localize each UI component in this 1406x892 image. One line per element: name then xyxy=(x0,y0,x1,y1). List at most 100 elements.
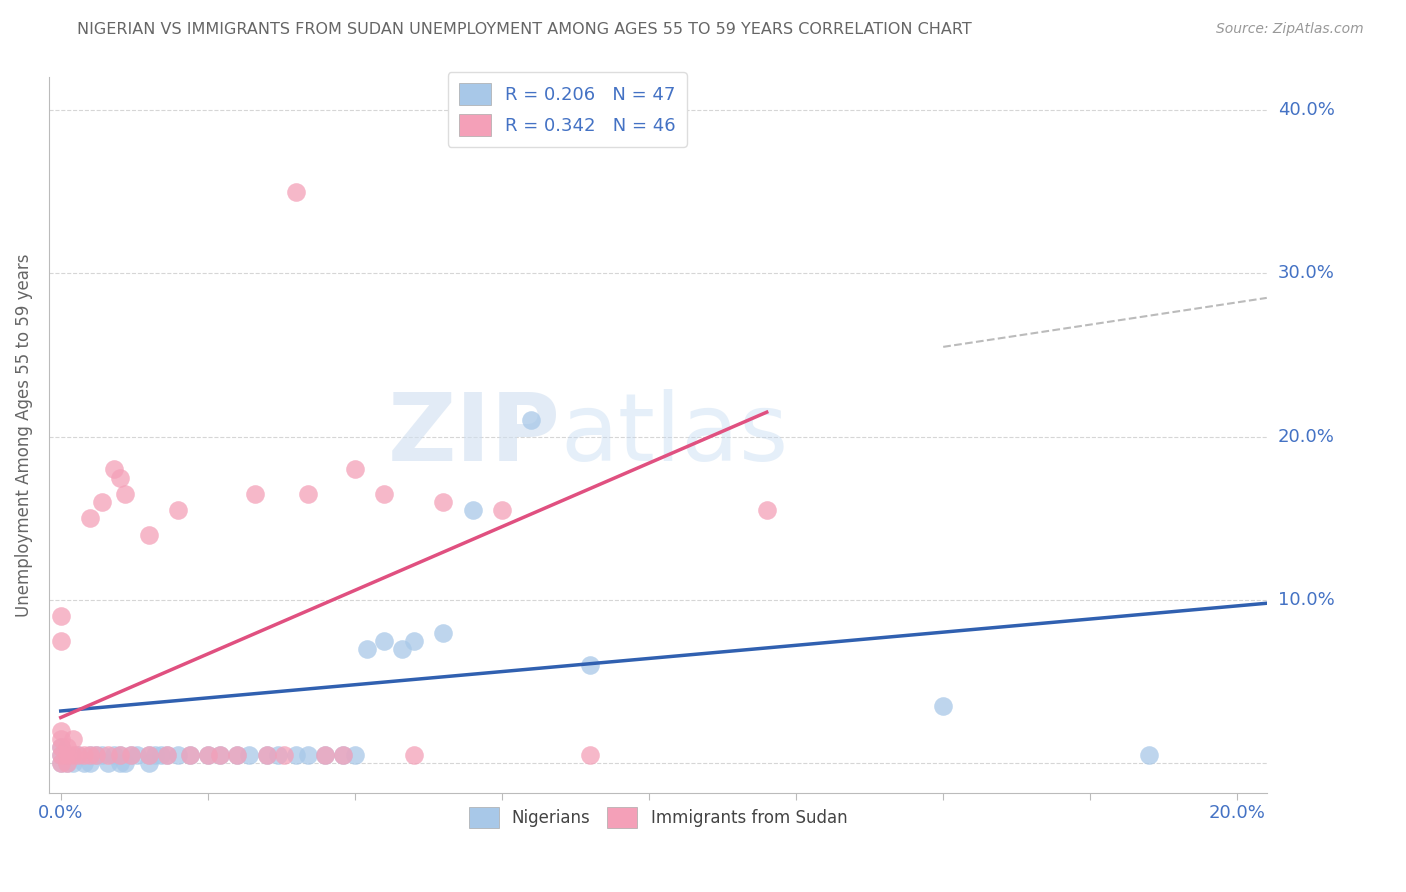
Point xyxy=(373,487,395,501)
Point xyxy=(238,748,260,763)
Point xyxy=(103,748,125,763)
Point xyxy=(97,748,120,763)
Point xyxy=(156,748,179,763)
Point xyxy=(138,748,160,763)
Point xyxy=(84,748,107,763)
Point xyxy=(49,748,72,763)
Point xyxy=(391,642,413,657)
Point xyxy=(314,748,336,763)
Point xyxy=(79,756,101,771)
Point xyxy=(208,748,231,763)
Point xyxy=(90,495,112,509)
Y-axis label: Unemployment Among Ages 55 to 59 years: Unemployment Among Ages 55 to 59 years xyxy=(15,253,32,616)
Point xyxy=(432,495,454,509)
Point xyxy=(138,748,160,763)
Point xyxy=(73,748,96,763)
Point xyxy=(402,633,425,648)
Point xyxy=(343,748,366,763)
Point xyxy=(256,748,278,763)
Point xyxy=(108,748,131,763)
Point xyxy=(67,748,90,763)
Point xyxy=(520,413,543,427)
Point xyxy=(55,756,77,771)
Point xyxy=(108,756,131,771)
Point xyxy=(197,748,219,763)
Point xyxy=(114,756,136,771)
Point xyxy=(49,739,72,754)
Point xyxy=(49,756,72,771)
Point xyxy=(226,748,249,763)
Text: 10.0%: 10.0% xyxy=(1278,591,1334,609)
Point xyxy=(314,748,336,763)
Point xyxy=(491,503,513,517)
Point xyxy=(167,748,190,763)
Point xyxy=(103,462,125,476)
Point xyxy=(402,748,425,763)
Point xyxy=(179,748,201,763)
Point xyxy=(285,185,308,199)
Point xyxy=(49,723,72,738)
Point xyxy=(84,748,107,763)
Point xyxy=(332,748,354,763)
Point xyxy=(55,748,77,763)
Point xyxy=(62,756,84,771)
Point xyxy=(297,748,319,763)
Point xyxy=(90,748,112,763)
Point xyxy=(149,748,172,763)
Point xyxy=(97,756,120,771)
Text: 40.0%: 40.0% xyxy=(1278,101,1334,120)
Point xyxy=(332,748,354,763)
Point xyxy=(226,748,249,763)
Point xyxy=(62,748,84,763)
Point xyxy=(55,739,77,754)
Text: NIGERIAN VS IMMIGRANTS FROM SUDAN UNEMPLOYMENT AMONG AGES 55 TO 59 YEARS CORRELA: NIGERIAN VS IMMIGRANTS FROM SUDAN UNEMPL… xyxy=(77,22,972,37)
Point xyxy=(143,748,166,763)
Text: Source: ZipAtlas.com: Source: ZipAtlas.com xyxy=(1216,22,1364,37)
Point xyxy=(55,756,77,771)
Point xyxy=(179,748,201,763)
Point xyxy=(67,748,90,763)
Point xyxy=(108,748,131,763)
Point xyxy=(267,748,290,763)
Point xyxy=(285,748,308,763)
Point xyxy=(273,748,295,763)
Point xyxy=(73,756,96,771)
Point xyxy=(243,487,266,501)
Point xyxy=(138,527,160,541)
Point xyxy=(120,748,142,763)
Point xyxy=(167,503,190,517)
Point xyxy=(108,470,131,484)
Point xyxy=(373,633,395,648)
Point xyxy=(579,748,602,763)
Point xyxy=(297,487,319,501)
Point xyxy=(356,642,378,657)
Point xyxy=(62,731,84,746)
Point xyxy=(49,609,72,624)
Point xyxy=(156,748,179,763)
Point xyxy=(49,756,72,771)
Point xyxy=(755,503,778,517)
Point xyxy=(120,748,142,763)
Text: atlas: atlas xyxy=(561,389,789,481)
Point xyxy=(432,625,454,640)
Point xyxy=(579,658,602,673)
Point xyxy=(208,748,231,763)
Point xyxy=(1137,748,1160,763)
Point xyxy=(49,633,72,648)
Point xyxy=(79,748,101,763)
Point xyxy=(343,462,366,476)
Point xyxy=(79,511,101,525)
Text: 30.0%: 30.0% xyxy=(1278,264,1334,283)
Point xyxy=(127,748,149,763)
Point xyxy=(932,699,955,714)
Point xyxy=(461,503,484,517)
Text: ZIP: ZIP xyxy=(388,389,561,481)
Point xyxy=(138,756,160,771)
Point xyxy=(79,748,101,763)
Point xyxy=(256,748,278,763)
Point xyxy=(197,748,219,763)
Point xyxy=(49,739,72,754)
Point xyxy=(49,731,72,746)
Point xyxy=(114,487,136,501)
Legend: Nigerians, Immigrants from Sudan: Nigerians, Immigrants from Sudan xyxy=(461,801,853,834)
